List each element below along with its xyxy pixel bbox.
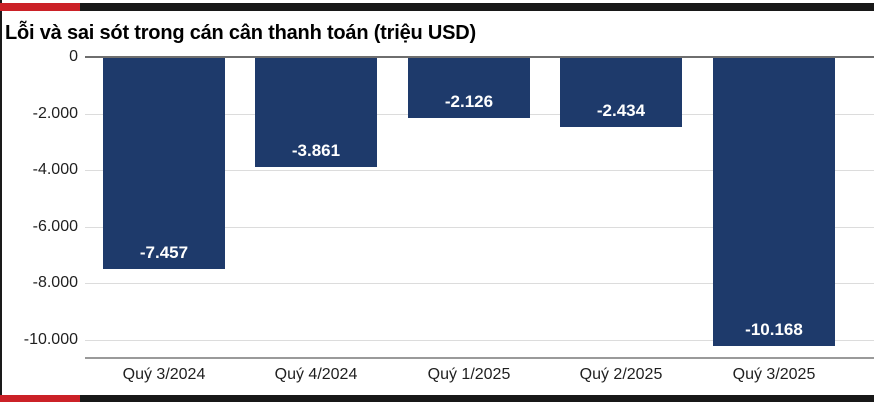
bottom-accent-bar bbox=[0, 395, 874, 402]
bar-qu-3-2024: -7.457 bbox=[103, 58, 225, 269]
y-tick-label: -2.000 bbox=[32, 105, 78, 122]
bar-value-label: -3.861 bbox=[291, 141, 341, 160]
zero-axis-line bbox=[85, 56, 874, 58]
x-axis-line bbox=[85, 357, 874, 359]
left-edge-accent-line bbox=[0, 0, 2, 402]
y-tick-label: -6.000 bbox=[32, 218, 78, 235]
y-tick-label: -10.000 bbox=[23, 331, 78, 348]
gridline bbox=[85, 227, 874, 228]
bottom-accent-red-segment bbox=[0, 395, 80, 402]
bar-qu-1-2025: -2.126 bbox=[408, 58, 530, 118]
gridline bbox=[85, 340, 874, 341]
y-tick-label: -8.000 bbox=[32, 274, 78, 291]
x-tick-label: Quý 4/2024 bbox=[274, 366, 358, 383]
bar-qu-4-2024: -3.861 bbox=[255, 58, 377, 167]
top-accent-red-segment bbox=[0, 3, 80, 11]
y-tick-label: 0 bbox=[69, 48, 78, 65]
gridline bbox=[85, 170, 874, 171]
y-tick-label: -4.000 bbox=[32, 161, 78, 178]
gridline bbox=[85, 283, 874, 284]
x-tick-label: Quý 2/2025 bbox=[579, 366, 663, 383]
bar-qu-2-2025: -2.434 bbox=[560, 58, 682, 127]
bar-qu-3-2025: -10.168 bbox=[713, 58, 835, 346]
top-accent-bar bbox=[0, 3, 874, 11]
bar-value-label: -2.126 bbox=[444, 92, 494, 111]
chart-title: Lỗi và sai sót trong cán cân thanh toán … bbox=[5, 22, 476, 44]
bar-value-label: -10.168 bbox=[745, 320, 803, 339]
x-tick-label: Quý 3/2024 bbox=[122, 366, 206, 383]
x-tick-label: Quý 1/2025 bbox=[427, 366, 511, 383]
bar-value-label: -2.434 bbox=[596, 101, 646, 120]
x-tick-label: Quý 3/2025 bbox=[732, 366, 816, 383]
bar-value-label: -7.457 bbox=[139, 243, 189, 262]
